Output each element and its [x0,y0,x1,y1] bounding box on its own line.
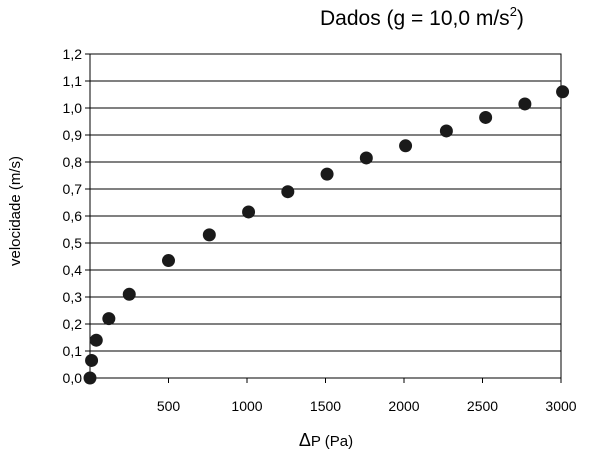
x-tick-label: 500 [157,398,181,414]
data-points [83,85,570,385]
grid-lines [90,53,561,352]
chart-title-close: ) [516,7,524,30]
data-point [89,333,103,347]
y-tick-label: 1,0 [63,100,83,116]
y-tick-label: 0,3 [63,289,83,305]
y-tick-label: 0,1 [63,343,83,359]
data-point [439,124,453,138]
data-point [202,228,216,242]
y-tick-label: 0,9 [63,127,83,143]
plot-frame [89,53,562,379]
data-point [83,371,97,385]
x-tick-label: 1000 [231,398,262,414]
x-axis-label-text: P (Pa) [311,433,353,450]
chart-title-exponent: 2 [509,4,517,19]
data-point [359,151,373,165]
y-tick-label: 0,5 [63,235,83,251]
axes [85,53,562,383]
data-point [320,167,334,181]
data-point [162,254,175,268]
data-point [122,287,136,301]
data-point [518,97,532,111]
y-tick-label: 0,0 [63,370,83,386]
data-point [102,312,116,326]
y-axis-label: velocidade (m/s) [7,156,24,266]
y-tick-label: 0,2 [63,316,83,332]
y-tick-label: 0,7 [63,181,83,197]
data-point [281,185,295,199]
x-tick-label: 2000 [388,398,419,414]
y-tick-label: 1,1 [63,73,83,89]
x-axis-label: ΔP (Pa) [299,430,353,450]
y-tick-label: 0,6 [63,208,83,224]
data-point [85,353,99,367]
x-tick-label: 2500 [467,398,498,414]
x-tick-label: 3000 [545,398,576,414]
y-tick-label: 1,2 [63,46,83,62]
x-tick-labels: 500 1000 1500 2000 2500 3000 [157,398,577,414]
chart-title: Dados (g = 10,0 m/s2) [320,4,590,31]
y-tick-label: 0,8 [63,154,83,170]
data-point [556,85,570,99]
y-tick-label: 0,4 [63,262,83,278]
y-tick-labels: 0,0 0,1 0,2 0,3 0,4 0,5 0,6 0,7 0,8 0,9 1,0 1,1 1,2 [63,46,83,386]
x-tick-label: 1500 [310,398,341,414]
data-point [242,205,256,219]
data-point [399,139,413,153]
x-axis-label-symbol: Δ [299,430,311,450]
data-point [479,110,493,124]
chart-title-text: Dados (g = 10,0 m/s [320,7,510,30]
